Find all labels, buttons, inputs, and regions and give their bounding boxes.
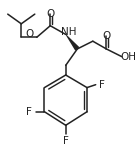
- Text: O: O: [46, 9, 54, 19]
- Text: O: O: [26, 29, 34, 39]
- Text: NH: NH: [61, 27, 76, 37]
- Text: O: O: [102, 31, 110, 41]
- Text: F: F: [26, 107, 32, 117]
- Polygon shape: [65, 34, 79, 51]
- Text: OH: OH: [121, 52, 137, 62]
- Text: F: F: [63, 136, 69, 146]
- Text: F: F: [99, 80, 104, 90]
